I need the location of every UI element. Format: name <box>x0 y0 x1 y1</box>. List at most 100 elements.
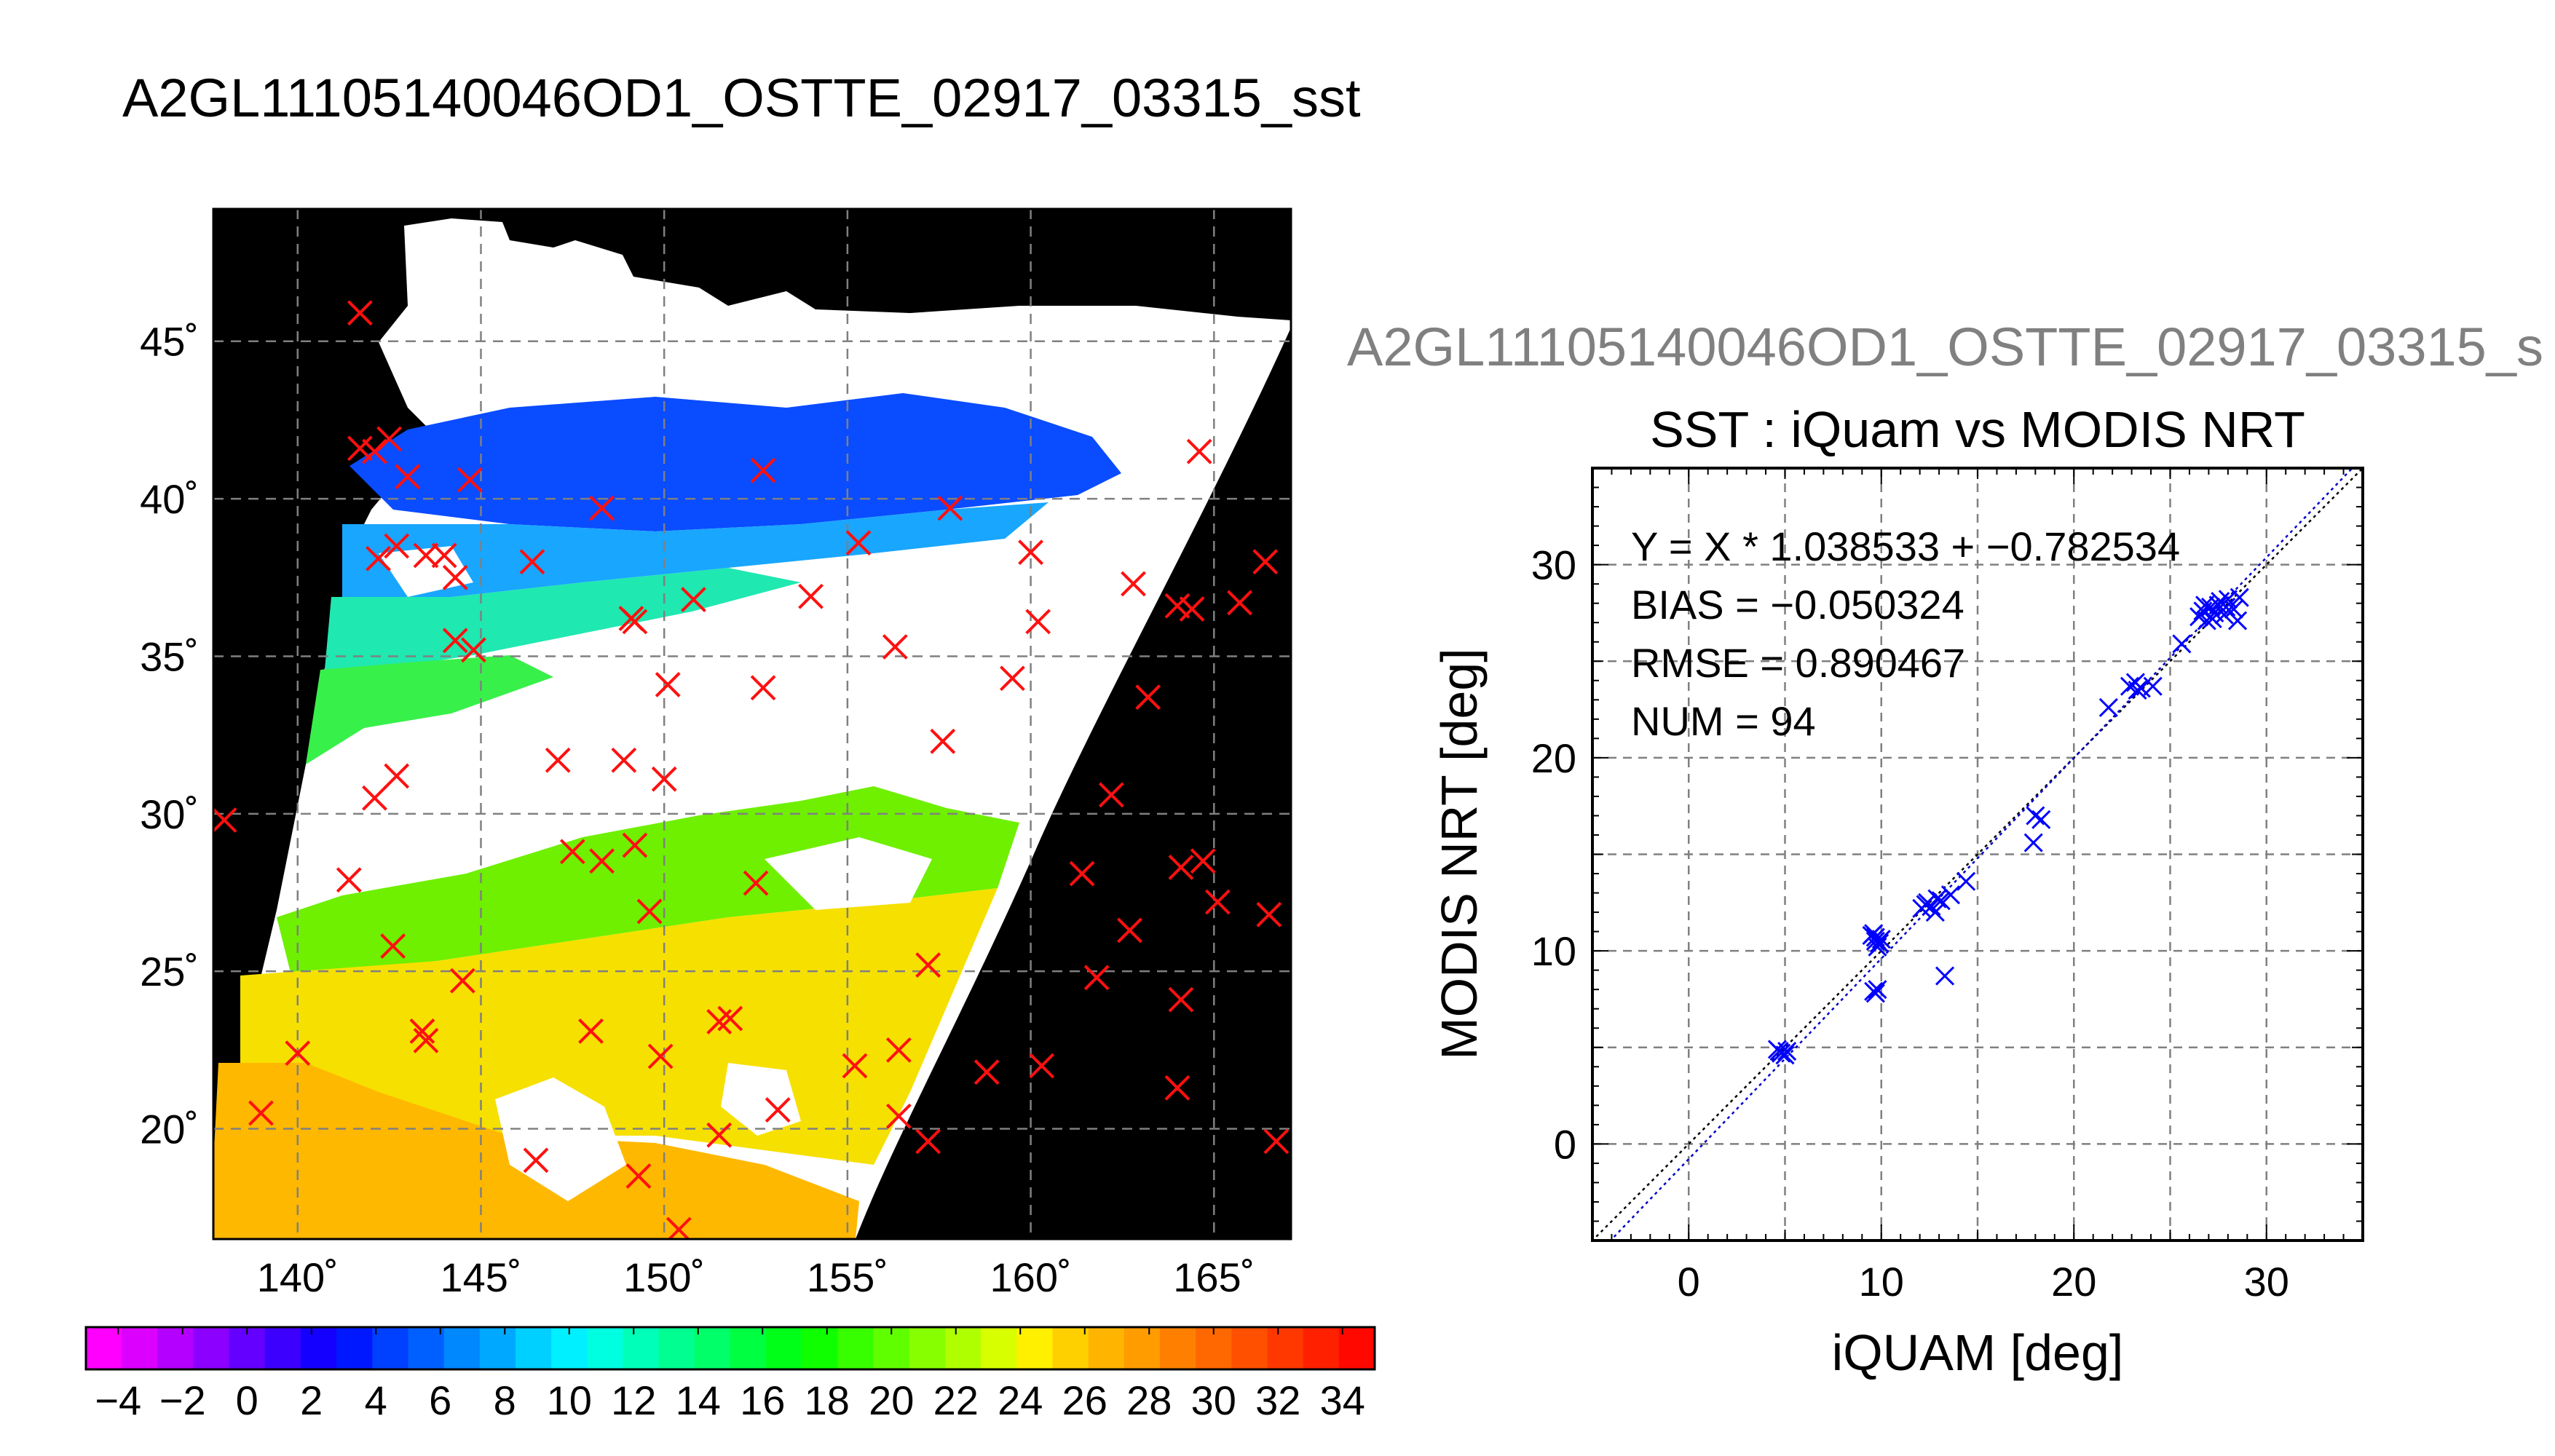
scatter-point <box>1777 1041 1797 1061</box>
colorbar-cell <box>336 1327 374 1369</box>
colorbar-tick-label: 22 <box>933 1377 979 1423</box>
matchup-marker <box>380 933 406 959</box>
matchup-marker <box>882 634 908 660</box>
scatter-point <box>2230 587 2249 607</box>
colorbar-tick-label: 26 <box>1062 1377 1107 1423</box>
matchup-marker <box>1186 438 1212 464</box>
colorbar-cell <box>1303 1327 1340 1369</box>
colorbar-tick-label: 32 <box>1255 1377 1300 1423</box>
page-title: A2GL11105140046OD1_OSTTE_02917_03315_sst <box>122 68 1361 128</box>
colorbar-tick-label: 10 <box>547 1377 592 1423</box>
matchup-marker <box>362 785 387 811</box>
map-lon-tick-label: 160˚ <box>990 1254 1072 1300</box>
matchup-marker <box>717 1005 743 1032</box>
matchup-marker <box>431 542 457 569</box>
colorbar-cell <box>837 1327 874 1369</box>
matchup-marker <box>647 1043 674 1069</box>
matchup-marker <box>937 495 963 521</box>
scatter-subtitle: A2GL11105140046OD1_OSTTE_02917_03315_s <box>1347 317 2543 377</box>
matchup-marker <box>1164 1075 1190 1101</box>
matchup-marker <box>681 587 706 612</box>
colorbar-cell <box>1267 1327 1304 1369</box>
matchup-marker <box>395 464 421 490</box>
matchup-marker <box>885 1037 912 1063</box>
matchup-marker <box>842 1053 868 1079</box>
sst-scatter: A2GL11105140046OD1_OSTTE_02917_03315_s S… <box>1347 317 2543 1381</box>
matchup-marker <box>655 671 681 697</box>
matchup-marker <box>930 728 956 754</box>
matchup-marker <box>1029 1053 1055 1079</box>
matchup-marker <box>1117 917 1142 943</box>
colorbar-tick-label: −4 <box>95 1377 141 1423</box>
matchup-marker <box>743 870 769 896</box>
colorbar: −4 −2 0 2 4 6 8 10 12 14 16 18 20 22 24 26 28 30 32 34 <box>84 1326 1376 1423</box>
matchup-marker <box>409 1018 435 1044</box>
sst-map: 140˚ 145˚ 150˚ 155˚ 160˚ 165˚ 20˚ 25˚ 30˚ 35˚ 40˚ 4… <box>140 207 1292 1300</box>
matchup-marker <box>1227 590 1252 616</box>
colorbar-tick-label: 14 <box>676 1377 721 1423</box>
colorbar-cell <box>1088 1327 1125 1369</box>
colorbar-tick-label: 4 <box>365 1377 387 1423</box>
colorbar-cell <box>694 1327 731 1369</box>
scatter-point <box>1916 895 1935 914</box>
matchup-marker <box>366 545 391 571</box>
matchup-marker <box>347 435 373 462</box>
matchup-marker <box>750 675 776 701</box>
scatter-point <box>1871 930 1891 949</box>
matchup-marker <box>915 1128 941 1155</box>
map-lat-tick-label: 20˚ <box>140 1107 199 1152</box>
scatter-y-tick-label: 10 <box>1531 928 1576 974</box>
matchup-marker <box>915 952 941 978</box>
stats-line-equation: Y = X * 1.038533 + −0.782534 <box>1631 523 2180 569</box>
matchup-marker <box>1025 609 1051 635</box>
matchup-marker <box>1069 860 1095 887</box>
colorbar-tick-label: 12 <box>611 1377 656 1423</box>
fit-line <box>1609 468 2354 1241</box>
matchup-marker <box>1098 782 1124 808</box>
matchup-marker <box>376 426 403 452</box>
scatter-point <box>1931 891 1951 911</box>
matchup-marker <box>974 1059 1000 1085</box>
scatter-point <box>2216 597 2236 617</box>
map-lon-tick-label: 150˚ <box>623 1254 705 1300</box>
scatter-point <box>2203 609 2222 628</box>
map-lat-tick-label: 30˚ <box>140 791 199 837</box>
scatter-title: SST : iQuam vs MODIS NRT <box>1650 401 2305 458</box>
sst-band-mid <box>324 568 801 677</box>
scatter-xlabel: iQUAM [deg] <box>1832 1324 2124 1381</box>
matchup-marker <box>589 495 615 521</box>
matchup-marker <box>885 1103 912 1129</box>
scatter-point <box>2218 590 2238 609</box>
matchup-marker <box>589 848 615 874</box>
scatter-tick-marks: 0 10 20 30 0 10 20 30 <box>1531 467 2364 1305</box>
colorbar-tick-label: 6 <box>429 1377 451 1423</box>
sst-band-cold <box>350 393 1121 531</box>
colorbar-cell <box>766 1327 803 1369</box>
matchup-marker <box>611 747 637 773</box>
colorbar-frame <box>84 1326 1376 1371</box>
matchup-marker <box>1135 684 1161 711</box>
scatter-point <box>1775 1045 1795 1065</box>
sst-band-south-yellow <box>240 888 998 1165</box>
scatter-point <box>2131 678 2151 698</box>
matchup-marker <box>750 457 776 483</box>
scatter-point <box>2195 596 2215 615</box>
matchup-marker <box>651 766 677 792</box>
stats-block: Y = X * 1.038533 + −0.782534 BIAS = −0.0… <box>1631 523 2180 744</box>
scatter-points <box>1767 587 2249 1065</box>
matchup-marker <box>1164 593 1190 619</box>
colorbar-tick-label: 34 <box>1320 1377 1365 1423</box>
matchup-marker <box>1190 848 1216 874</box>
scatter-point <box>1922 897 1941 917</box>
colorbar-cell <box>301 1327 338 1369</box>
matchup-marker <box>213 807 237 833</box>
colorbar-tick-label: 28 <box>1126 1377 1172 1423</box>
scatter-y-tick-label: 20 <box>1531 735 1576 781</box>
map-lat-tick-label: 40˚ <box>140 476 199 522</box>
stats-line-rmse: RMSE = 0.890467 <box>1631 640 1965 686</box>
scatter-point <box>2172 634 2192 654</box>
scatter-point <box>1868 980 1887 1000</box>
colorbar-cell <box>443 1327 481 1369</box>
scatter-x-tick-label: 30 <box>2244 1259 2289 1305</box>
sst-band-cool <box>342 502 1049 604</box>
